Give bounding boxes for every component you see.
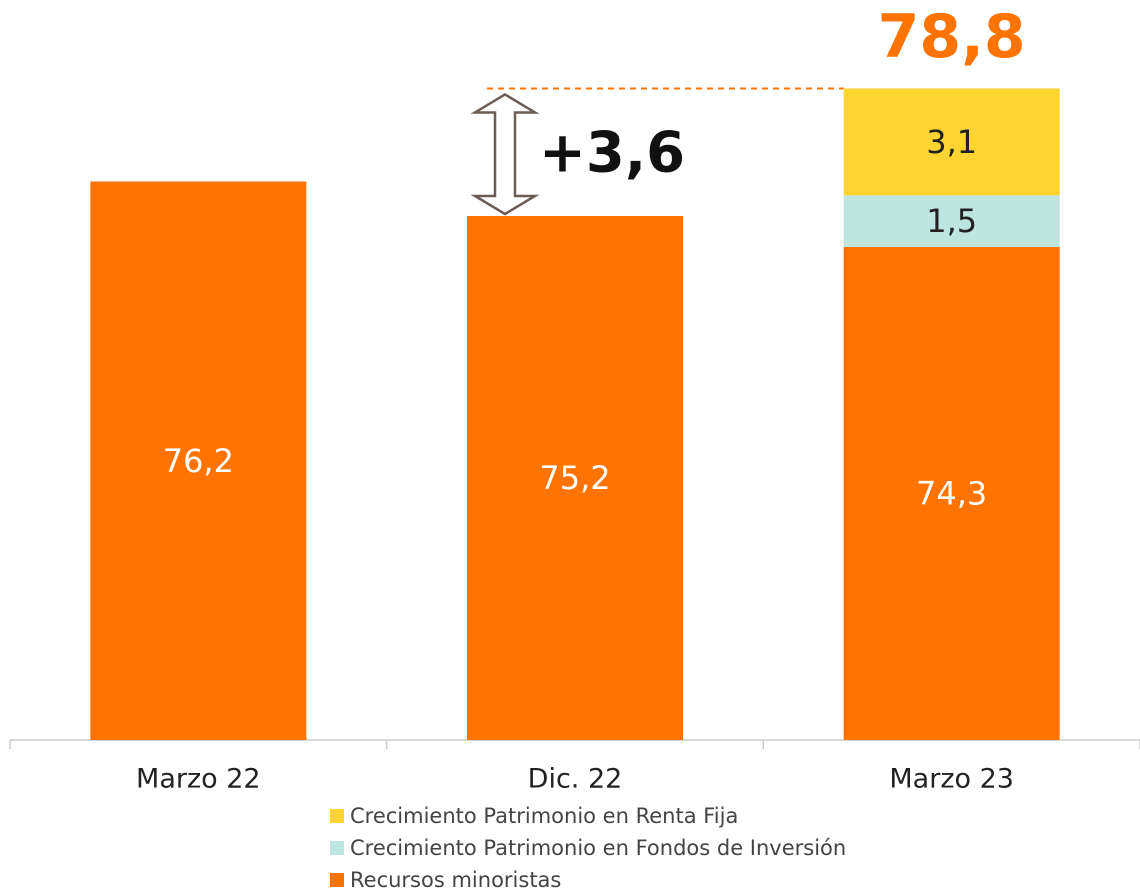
data-label: 3,1 [926, 123, 977, 161]
difference-label: +3,6 [539, 120, 685, 185]
data-label: 76,2 [163, 442, 234, 480]
legend-swatch [330, 841, 344, 855]
x-tick-label: Marzo 23 [889, 764, 1014, 795]
bar-segment [843, 247, 1060, 741]
legend-swatch [330, 873, 344, 887]
legend-swatch [330, 809, 344, 823]
legend-label: Crecimiento Patrimonio en Renta Fija [350, 804, 738, 828]
x-tick-label: Marzo 22 [136, 764, 261, 795]
bar-segment [90, 181, 307, 741]
data-label: 1,5 [926, 202, 977, 240]
data-label: 74,3 [916, 475, 987, 513]
data-label: 75,2 [539, 459, 610, 497]
bar-segment [843, 88, 1060, 196]
total-label: 78,8 [878, 2, 1026, 72]
bar-segment [843, 195, 1060, 248]
x-tick-label: Dic. 22 [528, 764, 623, 795]
legend-label: Recursos minoristas [350, 868, 561, 892]
double-arrow [470, 92, 540, 216]
legend-label: Crecimiento Patrimonio en Fondos de Inve… [350, 836, 846, 860]
bar-segment [467, 216, 683, 740]
